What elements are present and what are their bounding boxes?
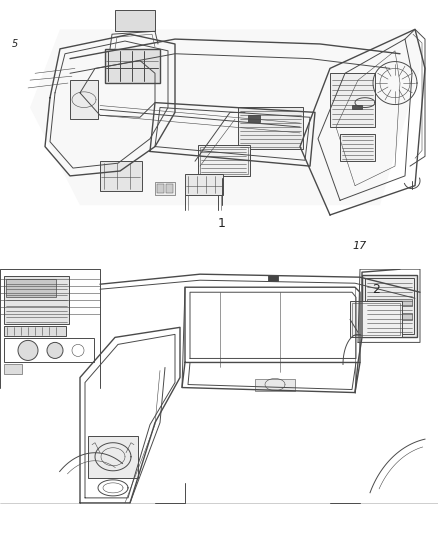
Bar (330, 73, 375, 127)
Bar (115, 10, 155, 31)
Bar (365, 278, 414, 334)
Bar (352, 104, 362, 109)
Bar (340, 134, 375, 161)
Bar (4, 338, 94, 362)
Bar (367, 299, 412, 306)
Bar (352, 303, 400, 335)
Bar (4, 326, 66, 336)
Bar (105, 49, 160, 83)
Bar (238, 108, 303, 149)
Bar (6, 279, 56, 297)
Bar (4, 365, 22, 375)
Bar (367, 313, 412, 320)
Bar (198, 144, 250, 176)
Bar (4, 276, 69, 325)
Bar (166, 184, 173, 193)
Bar (350, 301, 402, 337)
Circle shape (18, 341, 38, 360)
Text: 5: 5 (12, 39, 18, 49)
Bar (248, 115, 260, 122)
Text: 2: 2 (372, 282, 380, 296)
Circle shape (47, 342, 63, 359)
Bar (268, 275, 278, 281)
Bar (155, 182, 175, 196)
Bar (200, 147, 248, 174)
Text: 1: 1 (218, 217, 226, 230)
Bar (157, 184, 164, 193)
Bar (100, 161, 142, 191)
Bar (255, 378, 295, 391)
Polygon shape (30, 29, 420, 205)
Bar (362, 275, 417, 337)
Bar (88, 435, 138, 478)
Text: 17: 17 (353, 241, 367, 251)
Bar (70, 80, 98, 119)
Bar (185, 174, 223, 196)
